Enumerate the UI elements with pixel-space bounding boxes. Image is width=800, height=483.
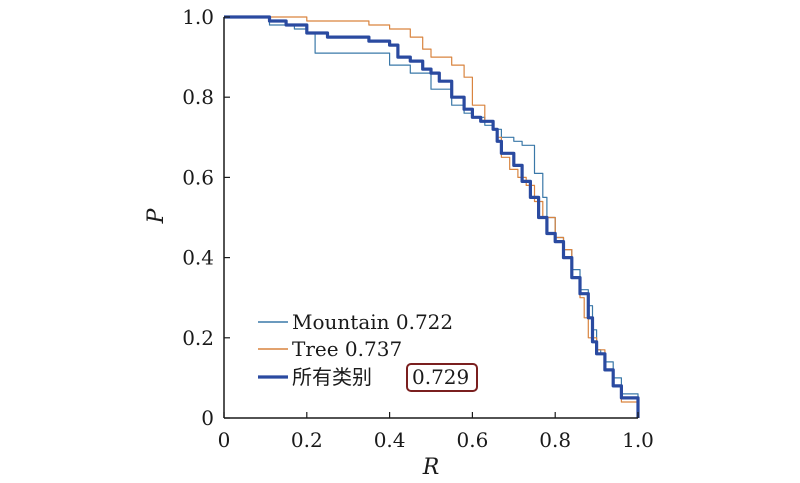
series-line-tree xyxy=(224,16,639,418)
legend-label-tree: Tree 0.737 xyxy=(292,337,402,361)
legend-label-all-classes: 所有类别 xyxy=(292,365,372,389)
x-tick-label: 0.4 xyxy=(374,428,406,452)
legend-value-all-classes: 0.729 xyxy=(412,365,469,389)
legend: Mountain 0.722 Tree 0.737 所有类别 0.729 xyxy=(258,310,478,392)
x-tick-label: 0.8 xyxy=(539,428,571,452)
series-layer xyxy=(224,15,640,418)
series-line-mountain xyxy=(224,16,639,418)
y-tick-label: 0.6 xyxy=(182,165,214,189)
y-axis-label: P xyxy=(144,207,169,224)
x-axis-label: R xyxy=(422,455,440,480)
ticks-layer: 0 0.2 0.4 0.6 0.8 1.0 0 0.2 0.4 0.6 0.8 1.0 xyxy=(182,5,654,452)
y-tick-label: 0.8 xyxy=(182,85,214,109)
x-tick-label: 1.0 xyxy=(622,428,654,452)
y-tick-label: 0.4 xyxy=(182,246,214,270)
y-tick-label: 0 xyxy=(201,406,214,430)
legend-value-highlight-box xyxy=(406,363,478,392)
x-tick-label: 0 xyxy=(218,428,231,452)
series-line-all-classes xyxy=(224,15,640,418)
legend-label-mountain: Mountain 0.722 xyxy=(292,310,453,334)
axes-layer xyxy=(223,17,638,419)
x-tick-label: 0.2 xyxy=(291,428,323,452)
y-tick-label: 0.2 xyxy=(182,326,214,350)
x-tick-label: 0.6 xyxy=(456,428,488,452)
y-tick-label: 1.0 xyxy=(182,5,214,29)
